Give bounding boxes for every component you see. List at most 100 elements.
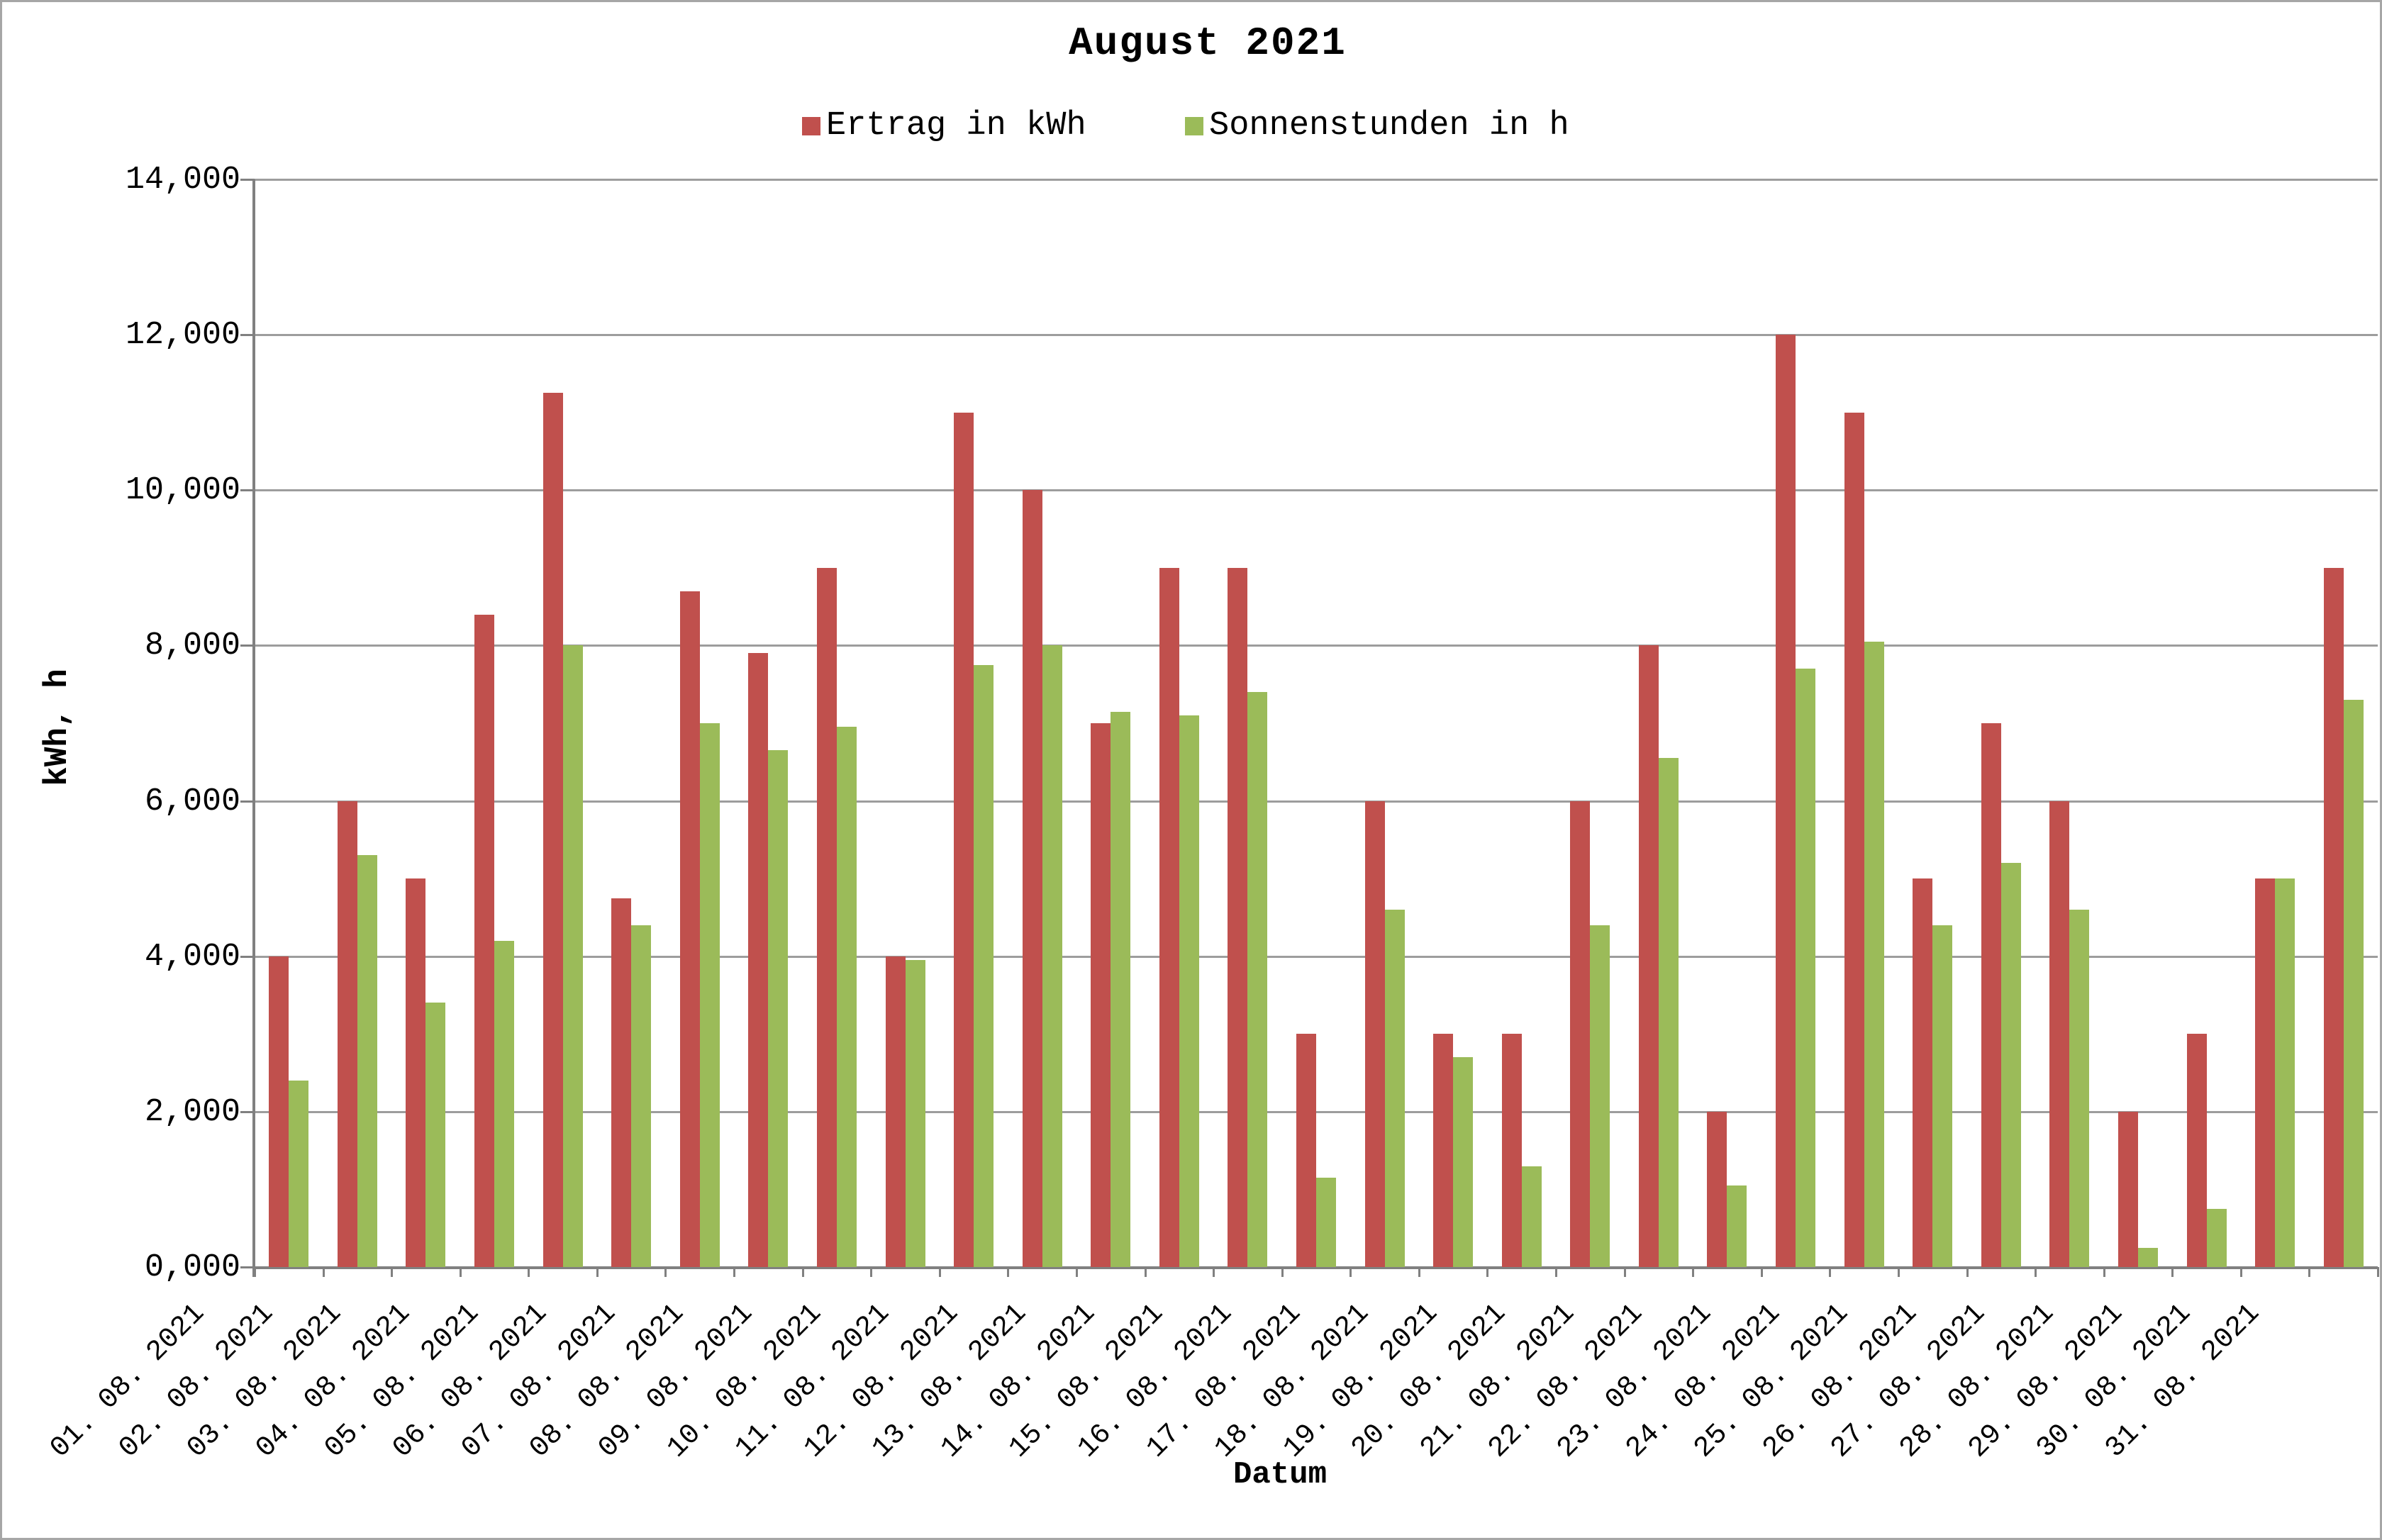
bar-ertrag-11 bbox=[954, 413, 974, 1267]
gridline-2,000 bbox=[255, 1111, 2378, 1113]
bar-ertrag-28 bbox=[2118, 1112, 2138, 1267]
bar-sonnenstunden-31 bbox=[2344, 700, 2364, 1267]
bar-ertrag-06 bbox=[611, 898, 631, 1267]
bar-sonnenstunden-11 bbox=[974, 665, 994, 1267]
legend-item-ertrag: Ertrag in kWh bbox=[802, 107, 1086, 145]
bar-sonnenstunden-05 bbox=[563, 645, 583, 1267]
bar-sonnenstunden-02 bbox=[357, 855, 377, 1267]
bar-ertrag-24 bbox=[1844, 413, 1864, 1267]
x-axis-line bbox=[252, 1266, 2378, 1269]
bar-ertrag-27 bbox=[2049, 801, 2069, 1267]
x-tick bbox=[1692, 1267, 1694, 1277]
bar-ertrag-25 bbox=[1913, 878, 1932, 1267]
bar-ertrag-01 bbox=[269, 956, 289, 1267]
gridline-12,000 bbox=[255, 334, 2378, 336]
x-tick bbox=[870, 1267, 872, 1277]
bar-sonnenstunden-25 bbox=[1932, 925, 1952, 1267]
x-tick bbox=[391, 1267, 393, 1277]
gridline-4,000 bbox=[255, 956, 2378, 958]
bar-sonnenstunden-24 bbox=[1864, 642, 1884, 1267]
bar-sonnenstunden-13 bbox=[1111, 712, 1130, 1267]
x-tick bbox=[460, 1267, 462, 1277]
bar-ertrag-08 bbox=[748, 653, 768, 1267]
bar-ertrag-17 bbox=[1365, 801, 1385, 1267]
bar-sonnenstunden-04 bbox=[494, 941, 514, 1267]
x-tick bbox=[1213, 1267, 1215, 1277]
gridline-8,000 bbox=[255, 645, 2378, 647]
x-tick bbox=[733, 1267, 735, 1277]
bar-sonnenstunden-28 bbox=[2138, 1248, 2158, 1267]
bar-ertrag-22 bbox=[1707, 1112, 1727, 1267]
legend-swatch-sonnenstunden-icon bbox=[1185, 116, 1203, 135]
bar-ertrag-29 bbox=[2187, 1034, 2207, 1267]
x-tick bbox=[596, 1267, 599, 1277]
x-tick bbox=[802, 1267, 804, 1277]
x-tick bbox=[1555, 1267, 1557, 1277]
y-tick-label: 6,000 bbox=[144, 783, 240, 820]
x-tick bbox=[1349, 1267, 1352, 1277]
x-tick bbox=[323, 1267, 325, 1277]
y-tick-label: 2,000 bbox=[144, 1094, 240, 1130]
y-tick-6,000 bbox=[240, 800, 255, 803]
gridline-6,000 bbox=[255, 800, 2378, 803]
bar-sonnenstunden-21 bbox=[1659, 758, 1679, 1267]
x-tick bbox=[1966, 1267, 1969, 1277]
y-tick-label: 14,000 bbox=[125, 162, 240, 198]
bar-sonnenstunden-18 bbox=[1453, 1057, 1473, 1267]
x-tick bbox=[2377, 1267, 2379, 1277]
bar-sonnenstunden-23 bbox=[1796, 669, 1815, 1267]
x-tick bbox=[2240, 1267, 2242, 1277]
x-axis-title: Datum bbox=[1232, 1457, 1328, 1492]
bar-ertrag-12 bbox=[1023, 490, 1042, 1267]
x-tick bbox=[1418, 1267, 1420, 1277]
x-tick bbox=[2308, 1267, 2310, 1277]
bar-sonnenstunden-01 bbox=[289, 1081, 308, 1267]
x-tick bbox=[1281, 1267, 1284, 1277]
bar-ertrag-05 bbox=[543, 393, 563, 1267]
legend: Ertrag in kWh Sonnenstunden in h bbox=[2, 107, 2380, 145]
y-tick-12,000 bbox=[240, 334, 255, 336]
y-tick-label: 8,000 bbox=[144, 627, 240, 664]
legend-label-ertrag: Ertrag in kWh bbox=[826, 107, 1086, 145]
x-tick bbox=[528, 1267, 530, 1277]
bar-sonnenstunden-09 bbox=[837, 727, 857, 1267]
bar-sonnenstunden-17 bbox=[1385, 910, 1405, 1267]
x-tick bbox=[1898, 1267, 1900, 1277]
bar-sonnenstunden-10 bbox=[906, 960, 925, 1267]
bar-sonnenstunden-08 bbox=[768, 750, 788, 1267]
y-tick-8,000 bbox=[240, 645, 255, 647]
bar-ertrag-20 bbox=[1570, 801, 1590, 1267]
bar-ertrag-03 bbox=[406, 878, 425, 1267]
legend-swatch-ertrag-icon bbox=[802, 116, 820, 135]
bar-ertrag-23 bbox=[1776, 335, 1796, 1267]
x-tick bbox=[1829, 1267, 1831, 1277]
bar-ertrag-02 bbox=[338, 801, 357, 1267]
bar-ertrag-19 bbox=[1502, 1034, 1522, 1267]
y-tick-4,000 bbox=[240, 956, 255, 958]
bar-ertrag-14 bbox=[1159, 568, 1179, 1267]
bar-sonnenstunden-07 bbox=[700, 723, 720, 1267]
bar-ertrag-21 bbox=[1639, 645, 1659, 1267]
bar-ertrag-09 bbox=[817, 568, 837, 1267]
bar-ertrag-15 bbox=[1228, 568, 1247, 1267]
x-tick bbox=[2171, 1267, 2174, 1277]
x-tick bbox=[2035, 1267, 2037, 1277]
bar-sonnenstunden-06 bbox=[631, 925, 651, 1267]
y-tick-label: 10,000 bbox=[125, 472, 240, 508]
bar-sonnenstunden-03 bbox=[425, 1003, 445, 1267]
bar-ertrag-31 bbox=[2324, 568, 2344, 1267]
y-tick-10,000 bbox=[240, 489, 255, 491]
legend-item-sonnenstunden: Sonnenstunden in h bbox=[1185, 107, 1569, 145]
bar-ertrag-16 bbox=[1296, 1034, 1316, 1267]
x-tick bbox=[1486, 1267, 1488, 1277]
bar-ertrag-10 bbox=[886, 956, 906, 1267]
x-tick bbox=[939, 1267, 941, 1277]
bar-sonnenstunden-14 bbox=[1179, 715, 1199, 1267]
gridline-14,000 bbox=[255, 179, 2378, 181]
y-tick-2,000 bbox=[240, 1111, 255, 1113]
bar-ertrag-18 bbox=[1433, 1034, 1453, 1267]
x-tick bbox=[664, 1267, 667, 1277]
bar-sonnenstunden-22 bbox=[1727, 1185, 1747, 1267]
